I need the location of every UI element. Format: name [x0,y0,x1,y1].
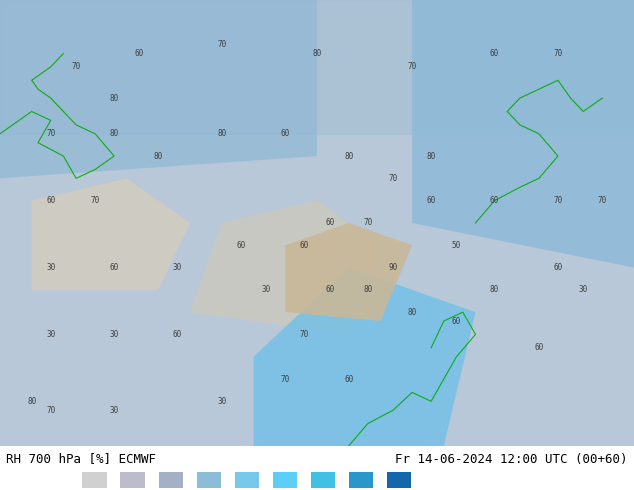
Bar [158,472,183,488]
Text: 80: 80 [217,129,226,138]
Text: 80: 80 [408,308,417,317]
Text: 70: 70 [598,196,607,205]
Bar [387,472,411,488]
Text: 30: 30 [262,285,271,294]
Text: 60: 60 [452,317,461,325]
Text: 70: 70 [281,374,290,384]
Bar [197,472,221,488]
Text: 60: 60 [281,129,290,138]
Text: 60: 60 [135,49,144,58]
Polygon shape [254,268,476,446]
Text: 60: 60 [553,263,562,272]
Text: 60: 60 [236,241,245,250]
Text: 60: 60 [490,49,499,58]
Polygon shape [190,201,380,334]
Text: 60: 60 [173,330,182,339]
Text: RH 700 hPa [%] ECMWF: RH 700 hPa [%] ECMWF [6,453,157,466]
Bar [273,472,297,488]
Polygon shape [0,0,317,178]
Text: 80: 80 [313,49,321,58]
Text: 70: 70 [553,196,562,205]
Text: 70: 70 [217,40,226,49]
Text: 80: 80 [110,129,119,138]
Text: Fr 14-06-2024 12:00 UTC (00+60): Fr 14-06-2024 12:00 UTC (00+60) [395,453,628,466]
Text: 80: 80 [154,151,163,161]
Bar [235,472,259,488]
Text: 80: 80 [27,397,36,406]
Text: 60: 60 [534,343,543,352]
Text: 60: 60 [325,285,334,294]
Text: 90: 90 [389,263,398,272]
Text: 80: 80 [363,285,372,294]
Text: 70: 70 [46,406,55,415]
Text: 70: 70 [408,62,417,72]
Text: 30: 30 [579,285,588,294]
Text: 70: 70 [91,196,100,205]
Bar [349,472,373,488]
Polygon shape [412,0,634,268]
Text: 30: 30 [217,397,226,406]
Text: 70: 70 [553,49,562,58]
Text: 60: 60 [344,374,353,384]
Bar [82,472,107,488]
Text: 70: 70 [72,62,81,72]
Text: 80: 80 [344,151,353,161]
Text: 60: 60 [46,196,55,205]
Text: 60: 60 [325,219,334,227]
Text: 30: 30 [173,263,182,272]
Text: 70: 70 [46,129,55,138]
Polygon shape [32,178,190,290]
Bar [311,472,335,488]
Text: 60: 60 [490,196,499,205]
Text: 80: 80 [427,151,436,161]
Text: 60: 60 [427,196,436,205]
Text: 70: 70 [389,174,398,183]
Text: 60: 60 [300,241,309,250]
Text: 80: 80 [490,285,499,294]
Text: 30: 30 [46,330,55,339]
Text: 60: 60 [110,263,119,272]
Text: 50: 50 [452,241,461,250]
Bar [120,472,145,488]
Text: 30: 30 [110,406,119,415]
Text: 70: 70 [363,219,372,227]
Text: 30: 30 [110,330,119,339]
Text: 80: 80 [110,94,119,102]
Polygon shape [285,223,412,321]
Text: 70: 70 [300,330,309,339]
Text: 30: 30 [46,263,55,272]
